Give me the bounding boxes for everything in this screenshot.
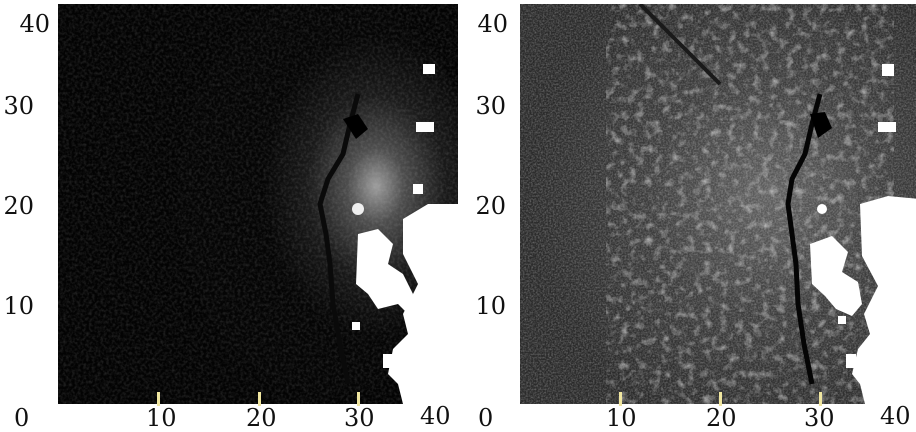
left-image-panel (58, 4, 458, 404)
left-ice-image (58, 4, 458, 404)
right-x-tick-10: 10 (606, 404, 637, 432)
left-x-tick-30: 30 (344, 404, 375, 432)
right-x-tick-30: 30 (804, 404, 835, 432)
left-x-tick-10: 10 (146, 404, 177, 432)
right-y-tick-40: 40 (477, 10, 508, 38)
left-x-tick-20: 20 (246, 404, 277, 432)
right-y-tick-30: 30 (475, 92, 506, 120)
right-image-panel (520, 4, 916, 404)
right-x-tick-20: 20 (706, 404, 737, 432)
right-x-tick-mark-20 (719, 392, 722, 406)
left-y-tick-30: 30 (3, 92, 34, 120)
left-x-tick-mark-10 (157, 392, 160, 406)
left-y-tick-40: 40 (19, 10, 50, 38)
right-x-tick-mark-10 (619, 392, 622, 406)
left-x-tick-mark-30 (357, 392, 360, 406)
left-x-tick-40: 40 (420, 402, 451, 430)
left-x-origin-label: 0 (14, 404, 30, 432)
right-y-tick-20: 20 (475, 192, 506, 220)
left-y-tick-20: 20 (3, 192, 34, 220)
right-y-tick-10: 10 (475, 292, 506, 320)
left-x-tick-mark-20 (258, 392, 261, 406)
left-y-tick-10: 10 (3, 292, 34, 320)
right-x-tick-mark-30 (819, 392, 822, 406)
right-x-tick-40: 40 (880, 402, 911, 430)
right-ice-image (520, 4, 916, 404)
right-x-origin-label: 0 (478, 404, 494, 432)
